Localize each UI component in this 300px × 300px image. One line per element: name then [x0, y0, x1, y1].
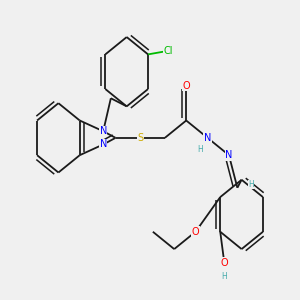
Text: Cl: Cl — [163, 46, 172, 56]
Text: O: O — [192, 227, 200, 237]
Text: N: N — [204, 133, 211, 143]
Text: N: N — [100, 126, 107, 136]
Text: H: H — [248, 180, 254, 189]
Text: S: S — [137, 133, 143, 143]
Text: H: H — [197, 145, 203, 154]
Text: O: O — [182, 81, 190, 91]
Text: N: N — [225, 150, 233, 160]
Text: H: H — [221, 272, 227, 281]
Text: N: N — [100, 140, 107, 149]
Text: O: O — [220, 258, 228, 268]
